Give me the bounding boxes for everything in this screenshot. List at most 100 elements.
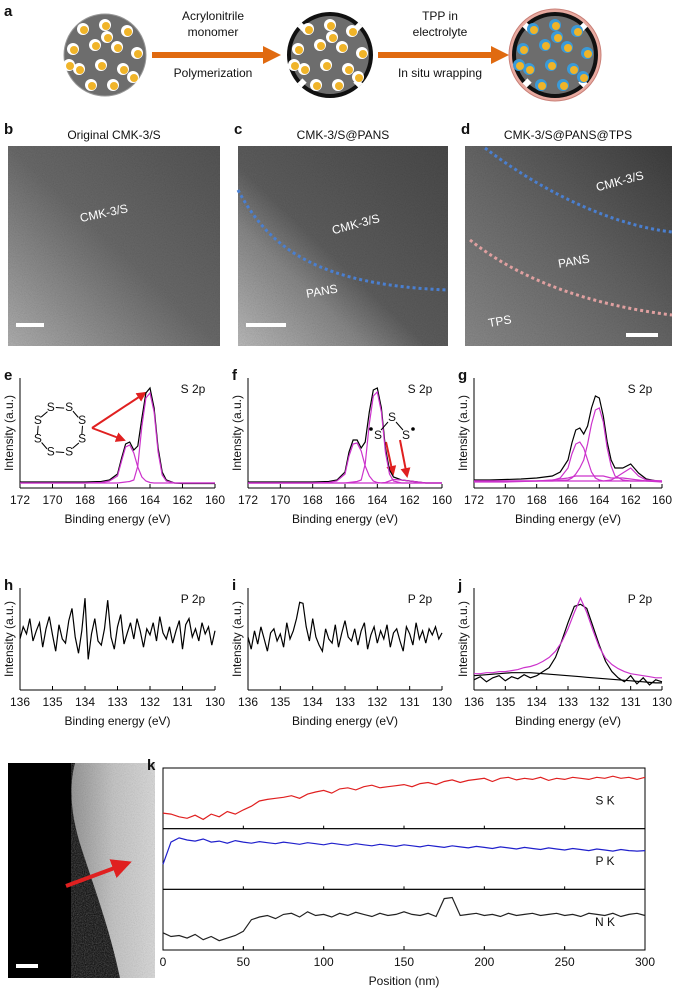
image-label: PANS bbox=[305, 282, 339, 301]
line bbox=[248, 442, 442, 484]
tem-image bbox=[8, 146, 220, 346]
line bbox=[473, 672, 662, 684]
arrow bbox=[91, 427, 126, 442]
scale-bar bbox=[626, 333, 658, 337]
x-axis-label: Position (nm) bbox=[369, 974, 440, 988]
boundary bbox=[236, 189, 449, 292]
sulfur bbox=[570, 66, 578, 74]
x-tick-label: 166 bbox=[335, 493, 355, 507]
sulfur bbox=[124, 28, 132, 36]
bond bbox=[40, 411, 48, 418]
x-tick-label: 132 bbox=[589, 695, 609, 709]
boundary bbox=[484, 146, 673, 234]
series-label: S K bbox=[595, 794, 614, 808]
atom: S bbox=[34, 413, 42, 427]
x-tick-label: 300 bbox=[635, 955, 655, 969]
image-title: CMK-3/S@PANS bbox=[297, 128, 390, 142]
line bbox=[474, 407, 662, 482]
sulfur bbox=[554, 34, 562, 42]
sulfur bbox=[327, 22, 335, 30]
tem-image bbox=[465, 146, 672, 346]
atom: S bbox=[65, 400, 73, 414]
atom: S bbox=[34, 431, 42, 445]
y-axis-label: Intensity (a.u.) bbox=[230, 601, 244, 677]
x-tick-label: 250 bbox=[555, 955, 575, 969]
sulfur bbox=[542, 42, 550, 50]
atom: S bbox=[47, 444, 55, 458]
y-axis-label: Intensity (a.u.) bbox=[230, 395, 244, 471]
step-label: Polymerization bbox=[174, 66, 253, 80]
schematic: a Acrylonitrile monomer Polymerization T… bbox=[4, 3, 602, 102]
x-axis-label: Binding energy (eV) bbox=[292, 512, 398, 526]
line bbox=[162, 896, 646, 942]
bond bbox=[81, 425, 83, 435]
x-axis-label: Binding energy (eV) bbox=[64, 714, 170, 728]
tem-image bbox=[238, 146, 448, 346]
step-label: Acrylonitrile bbox=[182, 9, 244, 23]
panel-label: h bbox=[4, 577, 13, 594]
sulfur bbox=[323, 62, 331, 70]
sulfur bbox=[339, 44, 347, 52]
panel-label: k bbox=[147, 757, 156, 774]
atom: S bbox=[65, 444, 73, 458]
x-tick-label: 135 bbox=[42, 695, 62, 709]
sulfur bbox=[584, 50, 592, 58]
sulfur bbox=[114, 44, 122, 52]
sulfur bbox=[70, 46, 78, 54]
x-tick-label: 132 bbox=[367, 695, 387, 709]
atom: S bbox=[78, 413, 86, 427]
x-tick-label: 168 bbox=[303, 493, 323, 507]
gap bbox=[297, 78, 307, 88]
line bbox=[248, 387, 442, 484]
sulfur bbox=[88, 82, 96, 90]
bond bbox=[395, 421, 404, 431]
sulfur bbox=[574, 28, 582, 36]
sulfur bbox=[80, 26, 88, 34]
arrow bbox=[65, 859, 132, 888]
sulfur bbox=[552, 22, 560, 30]
x-tick-label: 170 bbox=[270, 493, 290, 507]
image-title: Original CMK-3/S bbox=[67, 128, 160, 142]
x-tick-label: 162 bbox=[172, 493, 192, 507]
image-label: TPS bbox=[487, 312, 512, 330]
sulfur bbox=[134, 50, 142, 58]
sulfur bbox=[580, 74, 588, 82]
sulfur bbox=[516, 62, 524, 70]
sulfur bbox=[313, 82, 321, 90]
step-label: TPP in bbox=[422, 9, 458, 23]
x-tick-label: 135 bbox=[495, 695, 515, 709]
x-tick-label: 172 bbox=[464, 493, 484, 507]
annotation: P 2p bbox=[628, 592, 653, 606]
x-tick-label: 160 bbox=[432, 493, 452, 507]
x-tick-label: 170 bbox=[42, 493, 62, 507]
x-tick-label: 172 bbox=[10, 493, 30, 507]
x-tick-label: 0 bbox=[160, 955, 167, 969]
arrow bbox=[91, 391, 147, 429]
sulfur bbox=[349, 28, 357, 36]
annotation: S 2p bbox=[628, 382, 653, 396]
sulfur bbox=[301, 66, 309, 74]
bond bbox=[55, 407, 65, 409]
sulfur bbox=[526, 66, 534, 74]
sulfur bbox=[305, 26, 313, 34]
scale-bar bbox=[246, 323, 286, 327]
sulfur bbox=[295, 46, 303, 54]
tem-images: b c d Original CMK-3/S CMK-3/S@PANS CMK-… bbox=[4, 121, 673, 346]
x-tick-label: 131 bbox=[621, 695, 641, 709]
x-tick-label: 164 bbox=[140, 493, 160, 507]
sulfur bbox=[130, 74, 138, 82]
line bbox=[473, 603, 663, 686]
y-axis-label: Intensity (a.u.) bbox=[456, 395, 470, 471]
bond bbox=[380, 421, 389, 431]
line bbox=[162, 775, 646, 821]
sulfur bbox=[564, 44, 572, 52]
sulfur bbox=[291, 62, 299, 70]
x-tick-label: 136 bbox=[10, 695, 30, 709]
step-label: In situ wrapping bbox=[398, 66, 482, 80]
x-axis-label: Binding energy (eV) bbox=[292, 714, 398, 728]
bond bbox=[37, 425, 39, 435]
panel-label: d bbox=[461, 121, 470, 138]
atom: S bbox=[47, 400, 55, 414]
x-tick-label: 166 bbox=[107, 493, 127, 507]
step-label: monomer bbox=[188, 25, 239, 39]
